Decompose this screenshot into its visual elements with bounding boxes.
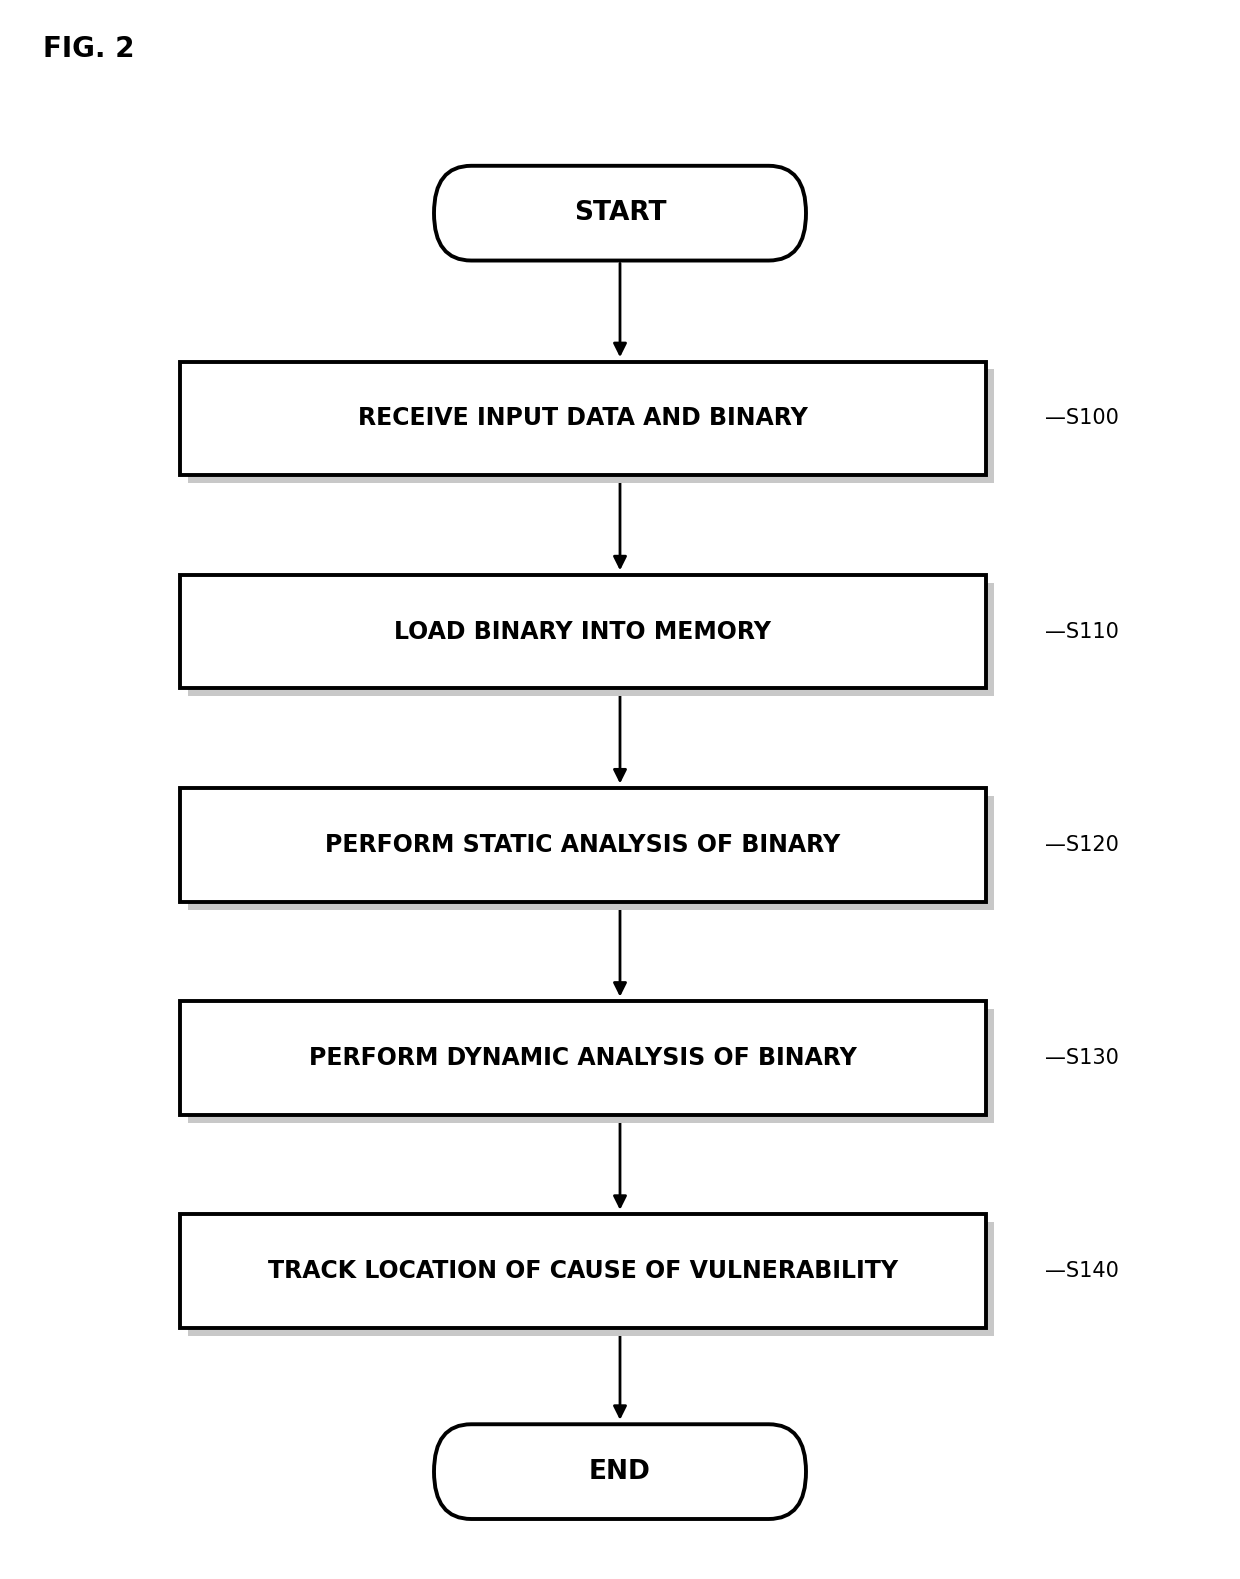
Text: TRACK LOCATION OF CAUSE OF VULNERABILITY: TRACK LOCATION OF CAUSE OF VULNERABILITY [268,1258,898,1284]
Text: RECEIVE INPUT DATA AND BINARY: RECEIVE INPUT DATA AND BINARY [358,406,807,431]
FancyBboxPatch shape [180,575,986,688]
Text: LOAD BINARY INTO MEMORY: LOAD BINARY INTO MEMORY [394,619,771,644]
Text: START: START [574,201,666,226]
Text: —S120: —S120 [1045,835,1120,854]
FancyBboxPatch shape [188,1009,994,1123]
FancyBboxPatch shape [188,369,994,483]
FancyBboxPatch shape [188,583,994,696]
Text: —S110: —S110 [1045,622,1120,641]
FancyBboxPatch shape [180,1214,986,1328]
Text: END: END [589,1459,651,1484]
Text: PERFORM DYNAMIC ANALYSIS OF BINARY: PERFORM DYNAMIC ANALYSIS OF BINARY [309,1045,857,1071]
FancyBboxPatch shape [180,1001,986,1115]
FancyBboxPatch shape [188,1222,994,1336]
FancyBboxPatch shape [180,788,986,902]
Text: —S100: —S100 [1045,409,1120,428]
FancyBboxPatch shape [434,1424,806,1519]
Text: PERFORM STATIC ANALYSIS OF BINARY: PERFORM STATIC ANALYSIS OF BINARY [325,832,841,857]
FancyBboxPatch shape [180,362,986,475]
Text: —S140: —S140 [1045,1262,1120,1281]
Text: FIG. 2: FIG. 2 [43,35,135,63]
FancyBboxPatch shape [434,166,806,261]
Text: —S130: —S130 [1045,1048,1120,1067]
FancyBboxPatch shape [188,796,994,910]
